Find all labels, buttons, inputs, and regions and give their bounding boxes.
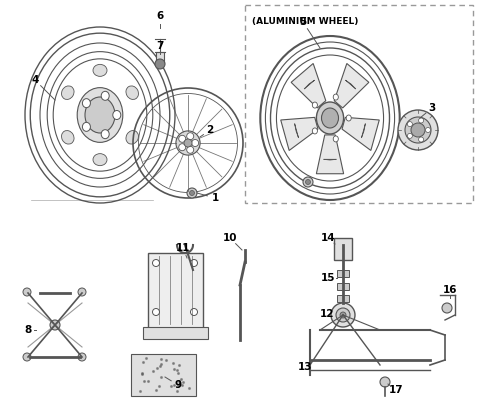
Polygon shape [304, 80, 314, 89]
Circle shape [419, 137, 423, 142]
Ellipse shape [93, 154, 107, 165]
Circle shape [179, 135, 186, 142]
Text: 2: 2 [206, 125, 214, 135]
Circle shape [190, 191, 194, 195]
Circle shape [411, 123, 425, 137]
Polygon shape [324, 159, 336, 160]
Ellipse shape [126, 131, 139, 144]
Circle shape [23, 288, 31, 296]
Circle shape [303, 177, 313, 187]
Ellipse shape [312, 102, 317, 108]
Circle shape [23, 353, 31, 361]
Circle shape [179, 144, 186, 151]
Ellipse shape [333, 94, 338, 100]
Text: 8: 8 [24, 325, 32, 335]
Polygon shape [361, 123, 365, 138]
Circle shape [408, 134, 412, 138]
Ellipse shape [126, 86, 139, 100]
Text: 17: 17 [389, 385, 403, 395]
Bar [156, 52, 164, 64]
Circle shape [78, 288, 86, 296]
Circle shape [176, 131, 200, 155]
Ellipse shape [312, 128, 317, 134]
Text: 7: 7 [156, 41, 164, 51]
Text: 3: 3 [428, 103, 436, 113]
Ellipse shape [101, 91, 109, 100]
Text: 10: 10 [223, 233, 237, 243]
Polygon shape [334, 63, 369, 108]
Ellipse shape [61, 86, 74, 100]
Circle shape [408, 122, 412, 126]
Text: 15: 15 [321, 273, 335, 283]
Text: 14: 14 [321, 233, 336, 243]
Circle shape [155, 59, 165, 69]
Polygon shape [295, 123, 299, 138]
Circle shape [153, 309, 159, 315]
Circle shape [398, 110, 438, 150]
Circle shape [153, 260, 159, 267]
Ellipse shape [333, 136, 338, 142]
Circle shape [187, 188, 197, 198]
Ellipse shape [113, 110, 121, 120]
Text: 6: 6 [156, 11, 164, 21]
Bar [148, 253, 203, 328]
Polygon shape [316, 135, 344, 174]
Circle shape [191, 309, 197, 315]
Bar [334, 238, 352, 260]
Polygon shape [342, 117, 379, 150]
Ellipse shape [322, 108, 338, 128]
Text: 12: 12 [320, 309, 334, 319]
Ellipse shape [101, 130, 109, 139]
Bar [245, 5, 473, 203]
Ellipse shape [346, 115, 351, 121]
Circle shape [305, 179, 311, 184]
Circle shape [340, 312, 346, 318]
Circle shape [187, 133, 194, 140]
Text: 9: 9 [174, 380, 181, 390]
Bar [337, 270, 349, 277]
Text: 1: 1 [211, 193, 218, 203]
Text: (ALUMINIUM WHEEL): (ALUMINIUM WHEEL) [252, 17, 359, 26]
Text: 5: 5 [300, 17, 307, 27]
Text: 4: 4 [31, 75, 39, 85]
Text: 13: 13 [298, 362, 312, 372]
Ellipse shape [83, 99, 90, 108]
Circle shape [184, 139, 192, 147]
Circle shape [192, 139, 199, 147]
Bar [337, 283, 349, 290]
Text: 16: 16 [443, 285, 457, 295]
Circle shape [78, 353, 86, 361]
Ellipse shape [93, 64, 107, 76]
Circle shape [405, 117, 431, 143]
Bar [143, 327, 208, 339]
Bar [131, 354, 196, 396]
Bar [337, 295, 349, 302]
Polygon shape [346, 80, 356, 89]
Ellipse shape [83, 122, 90, 131]
Ellipse shape [61, 131, 74, 144]
Polygon shape [281, 117, 318, 150]
Ellipse shape [77, 88, 123, 142]
Circle shape [50, 320, 60, 330]
Circle shape [425, 128, 431, 132]
Polygon shape [291, 63, 326, 108]
Ellipse shape [85, 97, 115, 133]
Circle shape [331, 303, 355, 327]
Circle shape [191, 260, 197, 267]
Circle shape [419, 118, 423, 123]
Circle shape [442, 303, 452, 313]
Circle shape [380, 377, 390, 387]
Text: 11: 11 [176, 243, 190, 253]
Circle shape [187, 146, 194, 153]
Circle shape [336, 308, 350, 322]
Ellipse shape [316, 102, 344, 134]
